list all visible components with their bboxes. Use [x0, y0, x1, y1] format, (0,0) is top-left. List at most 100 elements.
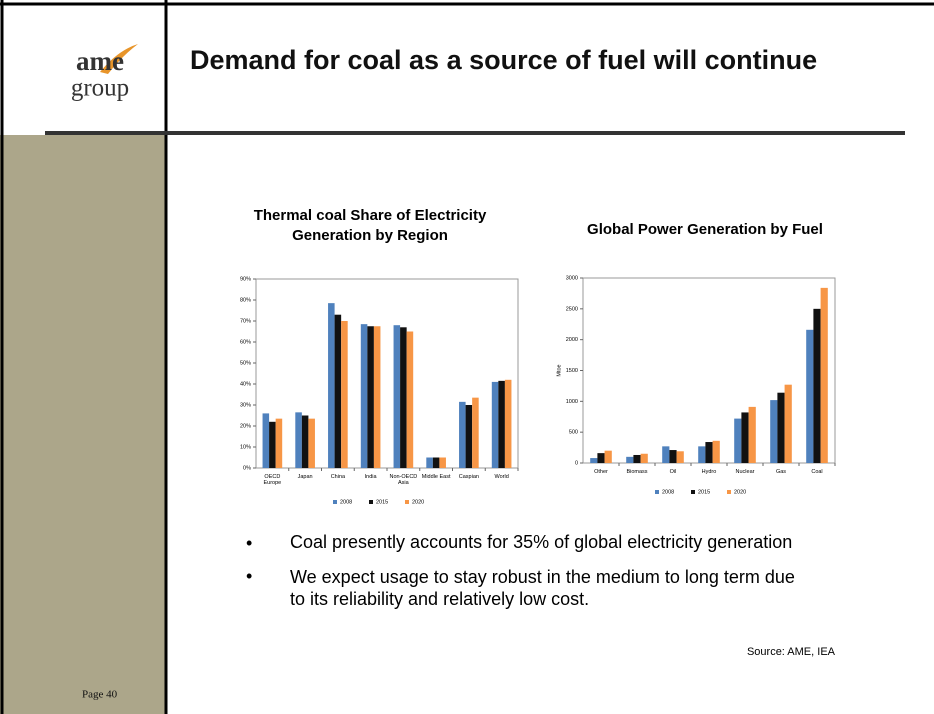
plot-area: [582, 277, 836, 464]
bar: [626, 456, 634, 463]
bar: [393, 325, 401, 468]
x-tick-label: World: [494, 474, 509, 480]
bar: [341, 321, 348, 468]
bar: [308, 418, 315, 468]
y-tick-label: 10%: [240, 444, 251, 450]
x-tick-label: Hydro: [701, 469, 717, 475]
bar: [806, 329, 814, 463]
bar: [741, 412, 749, 463]
y-tick-label: 40%: [240, 381, 251, 387]
bullet-text: We expect usage to stay robust in the me…: [290, 567, 795, 609]
legend-swatch: [691, 490, 695, 494]
source: Source: AME, IEA: [747, 646, 836, 658]
bar: [373, 326, 381, 468]
x-tick-label: OECD Europe: [263, 474, 282, 486]
y-tick-label: 60%: [240, 339, 251, 345]
bar: [770, 400, 778, 463]
y-tick-label: 2000: [566, 337, 578, 343]
bar: [633, 454, 641, 463]
bar: [640, 453, 648, 463]
x-tick-label: Oil: [669, 469, 677, 475]
side-band: [0, 135, 165, 714]
y-tick-label: 1500: [566, 368, 578, 374]
x-tick-label: Non-OECD Asia: [389, 474, 418, 486]
x-tick-label: Caspian: [458, 474, 479, 480]
legend-swatch: [727, 490, 731, 494]
logo-top: ame: [76, 46, 124, 76]
x-tick-label: China: [330, 474, 346, 480]
y-tick-label: 90%: [240, 276, 251, 282]
x-tick-label: Biomass: [626, 469, 648, 475]
legend-label: 2020: [734, 489, 746, 495]
bar: [784, 384, 792, 463]
bar: [705, 442, 713, 463]
x-tick-label: Nuclear: [735, 469, 755, 475]
chart-title: Thermal coal Share of Electricity Genera…: [253, 207, 487, 244]
legend-label: 2008: [662, 489, 674, 495]
bar: [360, 324, 368, 468]
x-tick-label: Japan: [297, 474, 313, 480]
legend-label: 2020: [412, 499, 424, 505]
bar: [590, 458, 598, 463]
bar: [698, 446, 706, 463]
y-tick-label: 30%: [240, 402, 251, 408]
x-tick-label: Coal: [811, 469, 823, 475]
y-tick-label: 80%: [240, 297, 251, 303]
bar: [432, 457, 440, 468]
legend-label: 2015: [698, 489, 710, 495]
y-tick-label: 500: [569, 430, 578, 436]
bar: [777, 392, 785, 463]
bar: [491, 381, 499, 468]
x-tick-label: Other: [594, 469, 608, 475]
y-axis-label: Mtoe: [556, 364, 562, 376]
bar: [439, 457, 446, 468]
bar: [301, 415, 309, 468]
bar: [597, 453, 605, 463]
legend-swatch: [369, 500, 373, 504]
bar: [334, 314, 342, 468]
bar: [275, 418, 283, 468]
bar: [426, 457, 433, 468]
x-tick-label: India: [364, 474, 377, 480]
bar: [676, 451, 684, 463]
y-tick-label: 0: [575, 460, 578, 466]
logo-swoosh: [100, 44, 138, 74]
x-tick-label: Middle East: [421, 474, 451, 480]
legend-label: 2008: [340, 499, 352, 505]
y-tick-label: 20%: [240, 423, 251, 429]
y-tick-label: 2500: [566, 306, 578, 312]
bar: [465, 405, 473, 468]
page-number: Page 40: [82, 689, 118, 701]
bar: [662, 446, 670, 463]
y-tick-label: 3000: [566, 275, 578, 281]
bar: [459, 401, 466, 468]
logo-bottom: group: [71, 75, 129, 102]
bar: [269, 421, 276, 468]
chart-title: Global Power Generation by Fuel: [587, 221, 823, 238]
bar: [328, 303, 335, 468]
y-tick-label: 50%: [240, 360, 251, 366]
bar: [406, 331, 414, 468]
y-tick-label: 0%: [243, 465, 251, 471]
y-tick-label: 1000: [566, 399, 578, 405]
bullet-dot: •: [246, 566, 252, 586]
bullet-text: Coal presently accounts for 35% of globa…: [290, 532, 793, 552]
legend-swatch: [333, 500, 337, 504]
bar: [813, 308, 821, 463]
legend-label: 2015: [376, 499, 388, 505]
bar: [669, 450, 677, 463]
y-tick-label: 70%: [240, 318, 251, 324]
bar: [400, 327, 407, 468]
bar: [604, 450, 612, 463]
bar: [262, 413, 270, 468]
bar: [504, 379, 512, 468]
bar: [748, 406, 756, 463]
bar: [367, 326, 374, 468]
x-tick-label: Gas: [775, 469, 787, 475]
legend-swatch: [405, 500, 409, 504]
legend-swatch: [655, 490, 659, 494]
bar: [712, 440, 720, 463]
bar: [820, 287, 828, 463]
